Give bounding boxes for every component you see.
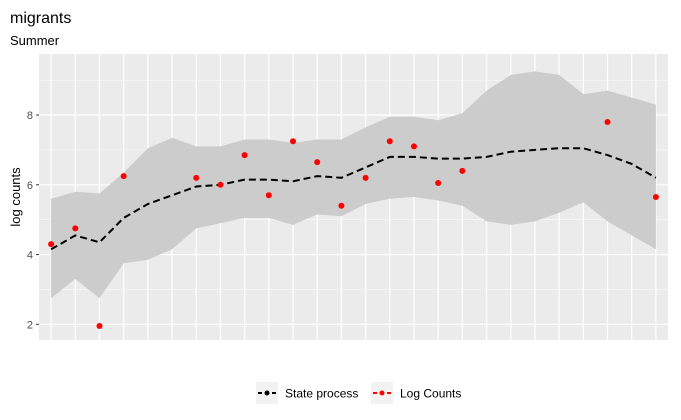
log-count-point	[435, 180, 442, 187]
log-count-point	[290, 138, 297, 145]
y-tick-label: 8	[27, 110, 33, 122]
log-count-point	[96, 323, 103, 330]
chart-title: migrants	[10, 10, 71, 27]
chart-subtitle: Summer	[10, 33, 60, 48]
log-count-point	[265, 192, 272, 199]
y-tick-label: 4	[27, 250, 33, 262]
legend-black-dot	[264, 390, 270, 396]
log-count-point	[604, 119, 611, 126]
legend: State process Log Counts	[256, 382, 461, 404]
log-count-point	[362, 174, 369, 181]
y-axis-title: log counts	[8, 167, 23, 227]
legend-red-dot	[379, 390, 385, 396]
legend-label-state-process: State process	[285, 387, 358, 401]
log-count-point	[410, 143, 417, 150]
legend-label-log-counts: Log Counts	[400, 387, 461, 401]
log-count-point	[193, 174, 200, 181]
log-count-points	[48, 119, 659, 330]
state-process-line	[50, 147, 657, 251]
log-count-point	[48, 241, 55, 248]
log-count-point	[652, 194, 659, 200]
y-axis-ticks: 2 4 6 8	[27, 110, 39, 331]
log-count-point	[72, 225, 79, 232]
log-count-point	[459, 167, 466, 174]
log-count-point	[386, 138, 393, 145]
log-count-point	[338, 202, 345, 209]
credible-band	[51, 71, 656, 299]
log-count-point	[120, 173, 127, 180]
y-tick-label: 2	[27, 319, 33, 331]
log-count-point	[217, 181, 224, 188]
credible-band-area	[51, 71, 656, 299]
state-line	[50, 147, 657, 251]
log-count-point	[314, 159, 321, 166]
log-count-point	[241, 152, 248, 159]
y-tick-label: 6	[27, 180, 33, 192]
